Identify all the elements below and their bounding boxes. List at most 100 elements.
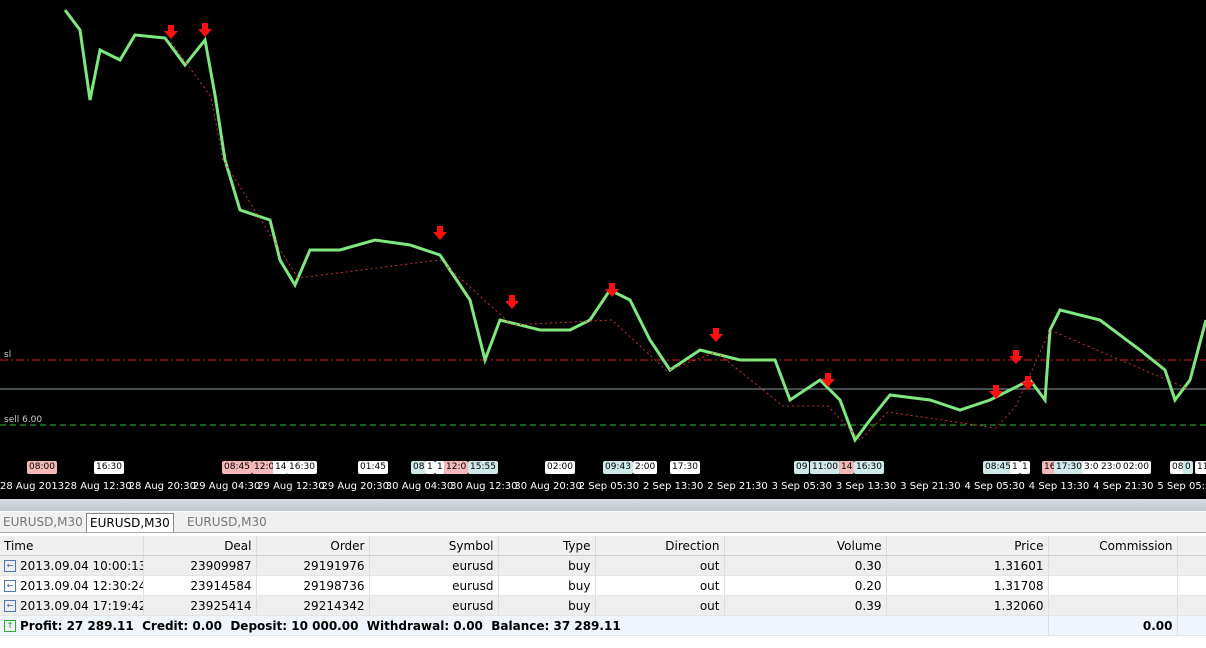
cell-text: 29191976	[303, 558, 365, 573]
tab[interactable]: EURUSD,M30	[3, 515, 83, 529]
tab[interactable]: EURUSD,M30	[187, 515, 267, 529]
table-cell: 1.31601	[886, 555, 1049, 576]
event-label: 17:30	[1054, 461, 1084, 474]
event-label: 08:45	[222, 461, 252, 474]
event-label: 14	[273, 461, 289, 474]
event-label: 02:00	[1121, 461, 1151, 474]
table-row[interactable]: ← 2013.09.04 17:19:42 23925414 29214342 euru…	[0, 595, 1206, 616]
cell-text: 1.31601	[993, 558, 1044, 573]
profit-icon: ↑	[4, 620, 16, 632]
table-cell: buy	[498, 595, 596, 616]
table-cell: eurusd	[369, 595, 499, 616]
x-tick-label: 3 Sep 21:30	[900, 481, 961, 492]
summary-row: ↑ Profit: 27 289.11 Credit: 0.00 Deposit:…	[0, 615, 1206, 636]
table-cell: buy	[498, 575, 596, 596]
cell-text: 23925414	[190, 598, 252, 613]
deal-icon: ←	[4, 600, 16, 612]
table-cell: 0.20	[724, 575, 887, 596]
event-label: 1	[435, 461, 445, 474]
event-label: 16:30	[854, 461, 884, 474]
column-header[interactable]: Price	[886, 536, 1049, 556]
x-tick-label: 28 Aug 12:30	[64, 481, 132, 492]
table-cell: 29214342	[256, 595, 370, 616]
column-header[interactable]: Commission	[1048, 536, 1178, 556]
event-label: 08	[411, 461, 427, 474]
table-cell	[1177, 595, 1206, 616]
cell-text: 0.30	[854, 558, 882, 573]
event-label: 14	[839, 461, 855, 474]
x-tick-label: 29 Aug 20:30	[321, 481, 389, 492]
event-label: 16:30	[94, 461, 124, 474]
cell-text: 1.31708	[993, 578, 1044, 593]
table-cell	[1177, 615, 1206, 636]
x-tick-label: 30 Aug 12:30	[450, 481, 518, 492]
table-cell: 0.39	[724, 595, 887, 616]
x-tick-label: 3 Sep 13:30	[835, 481, 897, 492]
deal-icon: ←	[4, 580, 16, 592]
cell-text: 2013.09.04 10:00:13	[20, 558, 143, 573]
table-cell: 29191976	[256, 555, 370, 576]
x-tick-label: 2 Sep 05:30	[578, 481, 640, 492]
table-cell: out	[595, 575, 725, 596]
table-cell: 23914584	[143, 575, 257, 596]
summary-text: Profit: 27 289.11 Credit: 0.00 Deposit: …	[20, 618, 621, 633]
cell-text: 29198736	[303, 578, 365, 593]
table-row[interactable]: ← 2013.09.04 12:30:24 23914584 29198736 euru…	[0, 575, 1206, 596]
event-label: 08:45	[983, 461, 1013, 474]
column-header[interactable]: Type	[498, 536, 596, 556]
column-header[interactable]: Time	[0, 536, 144, 556]
x-tick-label: 30 Aug 20:30	[514, 481, 582, 492]
column-header[interactable]: Direction	[595, 536, 725, 556]
x-tick-label: 2 Sep 21:30	[707, 481, 768, 492]
event-label: 01:45	[358, 461, 388, 474]
summary-commission: 0.00	[1048, 615, 1178, 636]
column-header[interactable]: Volume	[724, 536, 887, 556]
table-cell: ← 2013.09.04 10:00:13	[0, 555, 144, 576]
event-label: 15:55	[468, 461, 498, 474]
table-row[interactable]: ← 2013.09.04 10:00:13 23909987 29191976 euru…	[0, 555, 1206, 576]
x-tick-label: 5 Sep 05:30	[1157, 481, 1206, 492]
event-label: 1	[425, 461, 435, 474]
table-cell	[1177, 575, 1206, 596]
deals-table: Time Deal Order Symbol Type Direction Volume Pr…	[0, 536, 1206, 636]
event-label: 11	[1195, 461, 1206, 474]
table-cell: out	[595, 595, 725, 616]
price-chart: sl sell 6.00	[0, 0, 1206, 499]
event-label: 12:0	[252, 461, 277, 474]
x-tick-label: 30 Aug 04:30	[385, 481, 454, 492]
table-cell: 23909987	[143, 555, 257, 576]
table-cell: 29198736	[256, 575, 370, 596]
event-label: 17:30	[670, 461, 700, 474]
cell-text: 23914584	[190, 578, 252, 593]
cell-text: eurusd	[452, 558, 494, 573]
cell-text: 23909987	[190, 558, 252, 573]
table-cell	[1048, 575, 1178, 596]
event-label: 09	[794, 461, 810, 474]
table-cell	[1048, 555, 1178, 576]
event-label: 1	[1010, 461, 1020, 474]
event-label: 11:00	[810, 461, 840, 474]
column-header[interactable]: Deal	[143, 536, 257, 556]
column-header[interactable]: Symbol	[369, 536, 499, 556]
table-cell: 23925414	[143, 595, 257, 616]
price-line	[63, 9, 1206, 444]
event-label: 08	[1170, 461, 1186, 474]
x-tick-label: 28 Aug 20:30	[128, 481, 197, 492]
tab-active[interactable]: EURUSD,M30	[86, 513, 174, 532]
event-label: 16	[1042, 461, 1058, 474]
x-tick-label: 4 Sep 13:30	[1028, 481, 1090, 492]
cell-text: 2013.09.04 17:19:42	[20, 598, 143, 613]
column-header	[1177, 536, 1206, 556]
cell-text: 1.32060	[993, 598, 1044, 613]
table-cell: eurusd	[369, 555, 499, 576]
x-tick-label: 2 Sep 13:30	[643, 481, 704, 492]
cell-text: buy	[568, 558, 591, 573]
cell-text: buy	[568, 578, 591, 593]
table-cell	[1177, 555, 1206, 576]
event-label: 02:00	[545, 461, 575, 474]
column-header[interactable]: Order	[256, 536, 370, 556]
cell-text: 2013.09.04 12:30:24	[20, 578, 143, 593]
x-tick-label: 4 Sep 05:30	[964, 481, 1025, 492]
cell-text: out	[699, 558, 720, 573]
